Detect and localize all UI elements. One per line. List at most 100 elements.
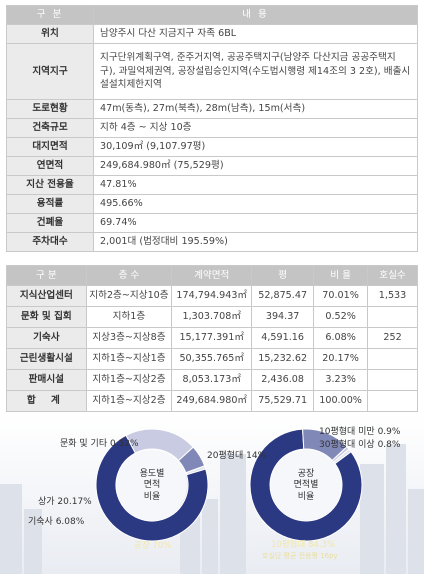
overview-row-roads: 도로현황 47m(동측), 27m(북측), 28m(남측), 15m(서측) — [6, 99, 418, 119]
usage-area-donut-chart — [95, 428, 209, 542]
size-slice-3 — [332, 448, 352, 465]
donut2-center-label: 공장 면적별 비율 — [276, 469, 336, 503]
overview-row-floor-area: 연면적 249,684.980㎡ (75,529평) — [6, 156, 418, 176]
overview-value: 495.66% — [93, 194, 418, 214]
overview-key: 주차대수 — [6, 232, 94, 252]
floor-row-retail: 판매시설 지하1층~지상2층 8,053.173㎡ 2,436.08 3.23% — [6, 369, 418, 391]
floor-cell: 15,232.62 — [251, 348, 315, 370]
floor-row-label: 합 계 — [6, 390, 87, 412]
overview-table: 구 분 내 용 위치 남양주시 다산 지금지구 자족 6BL 지역지구 지구단위… — [6, 5, 418, 252]
overview-header-row: 구 분 내 용 — [6, 5, 418, 25]
floor-row-label: 판매시설 — [6, 369, 87, 391]
slice-label-10py: 10평형대 84.3% — [271, 540, 335, 550]
overview-row-scale: 건축규모 지하 4층 ~ 지상 10층 — [6, 118, 418, 138]
donut1-center-label: 용도별 면적 비율 — [122, 469, 182, 503]
floor-row-neighborhood: 근린생활시설 지하1층~지상1층 50,355.765㎡ 15,232.62 20.17… — [6, 348, 418, 370]
overview-key: 건축규모 — [6, 118, 94, 138]
size-slice-0 — [249, 428, 363, 542]
floor-header-cell: 구 분 — [6, 265, 87, 286]
floor-cell: 지하1층~지상1층 — [85, 348, 173, 370]
slice-label-culture: 문화 및 기타 0.52% — [60, 439, 139, 449]
overview-key: 지산 전용율 — [6, 175, 94, 195]
donut1-center-line: 면적 — [143, 480, 161, 491]
overview-value: 2,001대 (법정대비 195.59%) — [93, 232, 418, 252]
usage-slice-0 — [95, 434, 209, 542]
factory-size-donut-chart — [249, 428, 363, 542]
overview-row-far: 용적률 495.66% — [6, 194, 418, 214]
overview-key: 위치 — [6, 24, 94, 44]
floor-header-cell: 평 — [251, 265, 315, 286]
floor-cell — [367, 390, 418, 412]
floor-cell: 지하1층~지상2층 — [85, 390, 173, 412]
floor-cell — [367, 348, 418, 370]
floor-header-cell: 계약면적 — [171, 265, 253, 286]
overview-header-content: 내 용 — [93, 5, 418, 25]
size-center — [271, 450, 341, 520]
floor-header-cell: 층 수 — [85, 265, 173, 286]
floor-row-total: 합 계 지하1층~지상2층 249,684.980㎡ 75,529.71 100.00% — [6, 390, 418, 412]
slice-label-dormitory: 기숙사 6.08% — [28, 517, 85, 527]
floor-cell: 2,436.08 — [251, 369, 315, 391]
overview-key: 도로현황 — [6, 99, 94, 119]
floor-cell: 70.01% — [313, 285, 369, 307]
floor-cell: 1,533 — [367, 285, 418, 307]
overview-value: 남양주시 다산 지금지구 자족 6BL — [93, 24, 418, 44]
overview-value: 69.74% — [93, 213, 418, 233]
floor-cell: 지하1층 — [85, 306, 173, 328]
floor-row-label: 근린생활시설 — [6, 348, 87, 370]
chart-note: 호실당 평균 전용평 16py — [262, 552, 338, 560]
overview-key: 대지면적 — [6, 137, 94, 157]
floor-header-row: 구 분 층 수 계약면적 평 비 율 호실수 — [6, 265, 418, 286]
overview-header-category: 구 분 — [6, 5, 94, 25]
floor-cell: 지하2층~지상10층 — [85, 285, 173, 307]
slice-label-under-10: 10평형대 미만 0.9% — [319, 427, 401, 437]
floor-table-body: 지식산업센터 지하2층~지상10층 174,794.943㎡ 52,875.47 70.… — [6, 285, 418, 412]
floor-cell: 지하1층~지상2층 — [85, 369, 173, 391]
floor-cell: 3.23% — [313, 369, 369, 391]
floor-cell: 15,177.391㎡ — [171, 327, 253, 349]
overview-row-location: 위치 남양주시 다산 지금지구 자족 6BL — [6, 24, 418, 44]
donut1-center-line: 비율 — [143, 491, 161, 502]
overview-key: 용적률 — [6, 194, 94, 214]
usage-center — [117, 450, 187, 520]
floor-cell: 252 — [367, 327, 418, 349]
floor-cell: 52,875.47 — [251, 285, 315, 307]
floor-cell: 0.52% — [313, 306, 369, 328]
overview-row-exclusive-rate: 지산 전용율 47.81% — [6, 175, 418, 195]
floor-row-label: 문화 및 집회 — [6, 306, 87, 328]
floor-cell: 174,794.943㎡ — [171, 285, 253, 307]
floor-cell: 지상3층~지상8층 — [85, 327, 173, 349]
overview-value: 47m(동측), 27m(북측), 28m(남측), 15m(서측) — [93, 99, 418, 119]
floor-row-label: 기숙사 — [6, 327, 87, 349]
overview-value: 지하 4층 ~ 지상 10층 — [93, 118, 418, 138]
floor-row-label: 지식산업센터 — [6, 285, 87, 307]
overview-value: 지구단위계획구역, 준주거지역, 공공주택지구(남양주 다산지금 공공주택지구)… — [93, 43, 418, 100]
overview-row-zoning: 지역지구 지구단위계획구역, 준주거지역, 공공주택지구(남양주 다산지금 공공… — [6, 43, 418, 100]
floor-row-factory: 지식산업센터 지하2층~지상10층 174,794.943㎡ 52,875.47 70.… — [6, 285, 418, 307]
slice-label-20py: 20평형대 14% — [207, 451, 267, 461]
floor-row-dormitory: 기숙사 지상3층~지상8층 15,177.391㎡ 4,591.16 6.08% 252 — [6, 327, 418, 349]
donut2-center-line: 비율 — [297, 491, 315, 502]
donut1-center-line: 용도별 — [139, 469, 165, 479]
overview-row-parking: 주차대수 2,001대 (법정대비 195.59%) — [6, 232, 418, 252]
slice-label-factory: 공장 70% — [134, 541, 172, 551]
slice-label-retail: 상가 20.17% — [38, 497, 92, 507]
floor-cell: 100.00% — [313, 390, 369, 412]
floor-cell: 4,591.16 — [251, 327, 315, 349]
floor-header-cell: 비 율 — [313, 265, 369, 286]
floor-cell — [367, 306, 418, 328]
overview-value: 30,109㎡ (9,107.97평) — [93, 137, 418, 157]
floor-cell: 6.08% — [313, 327, 369, 349]
floor-area-table: 구 분 층 수 계약면적 평 비 율 호실수 지식산업센터 지하2층~지상10층 1… — [6, 265, 418, 412]
floor-cell: 20.17% — [313, 348, 369, 370]
overview-row-site-area: 대지면적 30,109㎡ (9,107.97평) — [6, 137, 418, 157]
floor-cell: 50,355.765㎡ — [171, 348, 253, 370]
floor-cell: 394.37 — [251, 306, 315, 328]
overview-key: 연면적 — [6, 156, 94, 176]
floor-cell: 249,684.980㎡ — [171, 390, 253, 412]
floor-cell — [367, 369, 418, 391]
donut2-center-line: 면적별 — [293, 480, 319, 491]
overview-value: 249,684.980㎡ (75,529평) — [93, 156, 418, 176]
floor-cell: 75,529.71 — [251, 390, 315, 412]
floor-cell: 1,303.708㎡ — [171, 306, 253, 328]
